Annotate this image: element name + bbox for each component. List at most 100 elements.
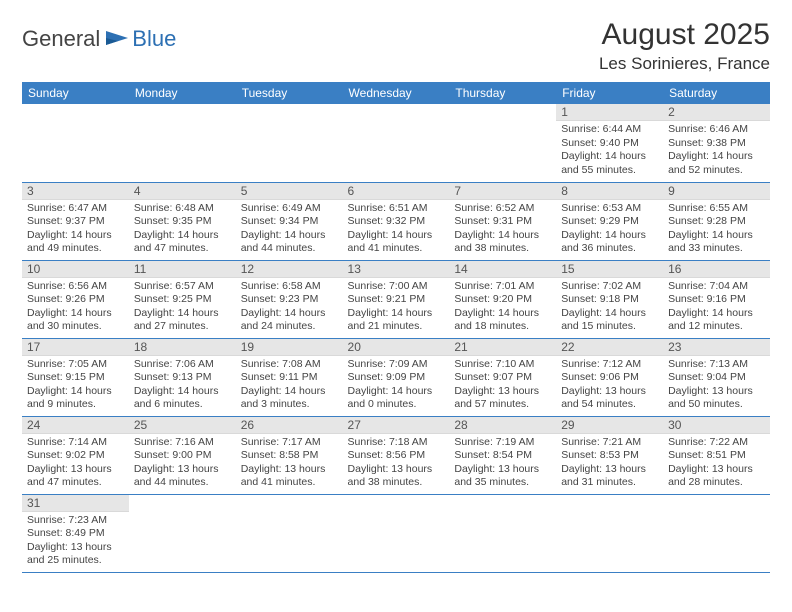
day-number: 19 [236,339,343,356]
day-detail: Sunrise: 7:13 AMSunset: 9:04 PMDaylight:… [663,356,770,416]
calendar-cell [129,104,236,182]
location: Les Sorinieres, France [599,54,770,74]
calendar-cell [343,494,450,572]
calendar-cell [449,494,556,572]
day-number: 6 [343,183,450,200]
calendar-cell: 5Sunrise: 6:49 AMSunset: 9:34 PMDaylight… [236,182,343,260]
calendar-cell: 29Sunrise: 7:21 AMSunset: 8:53 PMDayligh… [556,416,663,494]
day-number: 20 [343,339,450,356]
day-number: 15 [556,261,663,278]
calendar-week-row: 3Sunrise: 6:47 AMSunset: 9:37 PMDaylight… [22,182,770,260]
header: General Blue August 2025 Les Sorinieres,… [22,18,770,74]
day-detail: Sunrise: 6:52 AMSunset: 9:31 PMDaylight:… [449,200,556,260]
day-detail: Sunrise: 7:12 AMSunset: 9:06 PMDaylight:… [556,356,663,416]
logo: General Blue [22,26,176,52]
day-detail: Sunrise: 6:55 AMSunset: 9:28 PMDaylight:… [663,200,770,260]
day-detail: Sunrise: 7:00 AMSunset: 9:21 PMDaylight:… [343,278,450,338]
day-detail: Sunrise: 7:06 AMSunset: 9:13 PMDaylight:… [129,356,236,416]
day-number: 10 [22,261,129,278]
calendar-cell: 30Sunrise: 7:22 AMSunset: 8:51 PMDayligh… [663,416,770,494]
calendar-cell: 4Sunrise: 6:48 AMSunset: 9:35 PMDaylight… [129,182,236,260]
calendar-cell: 26Sunrise: 7:17 AMSunset: 8:58 PMDayligh… [236,416,343,494]
calendar-cell [236,494,343,572]
day-detail: Sunrise: 7:23 AMSunset: 8:49 PMDaylight:… [22,512,129,572]
day-number: 1 [556,104,663,121]
day-detail: Sunrise: 7:08 AMSunset: 9:11 PMDaylight:… [236,356,343,416]
day-number: 2 [663,104,770,121]
day-detail: Sunrise: 6:48 AMSunset: 9:35 PMDaylight:… [129,200,236,260]
calendar-cell: 15Sunrise: 7:02 AMSunset: 9:18 PMDayligh… [556,260,663,338]
calendar-week-row: 1Sunrise: 6:44 AMSunset: 9:40 PMDaylight… [22,104,770,182]
day-detail: Sunrise: 6:58 AMSunset: 9:23 PMDaylight:… [236,278,343,338]
day-header: Tuesday [236,82,343,104]
day-number: 7 [449,183,556,200]
calendar-cell: 23Sunrise: 7:13 AMSunset: 9:04 PMDayligh… [663,338,770,416]
day-detail: Sunrise: 7:04 AMSunset: 9:16 PMDaylight:… [663,278,770,338]
calendar-cell [236,104,343,182]
day-header: Saturday [663,82,770,104]
calendar-cell: 12Sunrise: 6:58 AMSunset: 9:23 PMDayligh… [236,260,343,338]
day-number: 28 [449,417,556,434]
calendar-cell: 17Sunrise: 7:05 AMSunset: 9:15 PMDayligh… [22,338,129,416]
day-detail: Sunrise: 7:02 AMSunset: 9:18 PMDaylight:… [556,278,663,338]
calendar-cell: 9Sunrise: 6:55 AMSunset: 9:28 PMDaylight… [663,182,770,260]
day-header: Friday [556,82,663,104]
calendar-cell [663,494,770,572]
day-number: 21 [449,339,556,356]
calendar-cell: 2Sunrise: 6:46 AMSunset: 9:38 PMDaylight… [663,104,770,182]
day-detail: Sunrise: 7:21 AMSunset: 8:53 PMDaylight:… [556,434,663,494]
day-detail: Sunrise: 6:44 AMSunset: 9:40 PMDaylight:… [556,121,663,181]
day-number: 12 [236,261,343,278]
day-detail: Sunrise: 7:22 AMSunset: 8:51 PMDaylight:… [663,434,770,494]
day-detail: Sunrise: 7:18 AMSunset: 8:56 PMDaylight:… [343,434,450,494]
day-header: Wednesday [343,82,450,104]
calendar-week-row: 10Sunrise: 6:56 AMSunset: 9:26 PMDayligh… [22,260,770,338]
calendar-table: SundayMondayTuesdayWednesdayThursdayFrid… [22,82,770,573]
day-detail: Sunrise: 7:01 AMSunset: 9:20 PMDaylight:… [449,278,556,338]
calendar-cell: 13Sunrise: 7:00 AMSunset: 9:21 PMDayligh… [343,260,450,338]
day-header-row: SundayMondayTuesdayWednesdayThursdayFrid… [22,82,770,104]
calendar-cell: 18Sunrise: 7:06 AMSunset: 9:13 PMDayligh… [129,338,236,416]
day-detail: Sunrise: 7:09 AMSunset: 9:09 PMDaylight:… [343,356,450,416]
day-number: 16 [663,261,770,278]
day-detail: Sunrise: 7:16 AMSunset: 9:00 PMDaylight:… [129,434,236,494]
calendar-cell: 21Sunrise: 7:10 AMSunset: 9:07 PMDayligh… [449,338,556,416]
day-detail: Sunrise: 6:47 AMSunset: 9:37 PMDaylight:… [22,200,129,260]
day-number: 22 [556,339,663,356]
calendar-cell: 19Sunrise: 7:08 AMSunset: 9:11 PMDayligh… [236,338,343,416]
day-number: 8 [556,183,663,200]
calendar-week-row: 24Sunrise: 7:14 AMSunset: 9:02 PMDayligh… [22,416,770,494]
calendar-cell [343,104,450,182]
day-number: 18 [129,339,236,356]
day-header: Monday [129,82,236,104]
logo-text-1: General [22,26,100,52]
calendar-cell: 7Sunrise: 6:52 AMSunset: 9:31 PMDaylight… [449,182,556,260]
logo-text-2: Blue [132,26,176,52]
calendar-cell: 6Sunrise: 6:51 AMSunset: 9:32 PMDaylight… [343,182,450,260]
day-number: 27 [343,417,450,434]
day-number: 17 [22,339,129,356]
calendar-week-row: 31Sunrise: 7:23 AMSunset: 8:49 PMDayligh… [22,494,770,572]
calendar-cell [22,104,129,182]
calendar-cell: 14Sunrise: 7:01 AMSunset: 9:20 PMDayligh… [449,260,556,338]
calendar-cell: 31Sunrise: 7:23 AMSunset: 8:49 PMDayligh… [22,494,129,572]
calendar-cell: 11Sunrise: 6:57 AMSunset: 9:25 PMDayligh… [129,260,236,338]
calendar-cell: 24Sunrise: 7:14 AMSunset: 9:02 PMDayligh… [22,416,129,494]
day-number: 25 [129,417,236,434]
day-number: 4 [129,183,236,200]
calendar-cell [129,494,236,572]
day-detail: Sunrise: 7:17 AMSunset: 8:58 PMDaylight:… [236,434,343,494]
calendar-cell: 8Sunrise: 6:53 AMSunset: 9:29 PMDaylight… [556,182,663,260]
day-number: 11 [129,261,236,278]
calendar-cell: 27Sunrise: 7:18 AMSunset: 8:56 PMDayligh… [343,416,450,494]
day-detail: Sunrise: 6:49 AMSunset: 9:34 PMDaylight:… [236,200,343,260]
day-number: 29 [556,417,663,434]
calendar-cell: 22Sunrise: 7:12 AMSunset: 9:06 PMDayligh… [556,338,663,416]
calendar-cell: 28Sunrise: 7:19 AMSunset: 8:54 PMDayligh… [449,416,556,494]
calendar-cell: 1Sunrise: 6:44 AMSunset: 9:40 PMDaylight… [556,104,663,182]
calendar-cell: 16Sunrise: 7:04 AMSunset: 9:16 PMDayligh… [663,260,770,338]
logo-flag-icon [104,29,130,50]
calendar-cell [556,494,663,572]
day-header: Sunday [22,82,129,104]
day-number: 3 [22,183,129,200]
